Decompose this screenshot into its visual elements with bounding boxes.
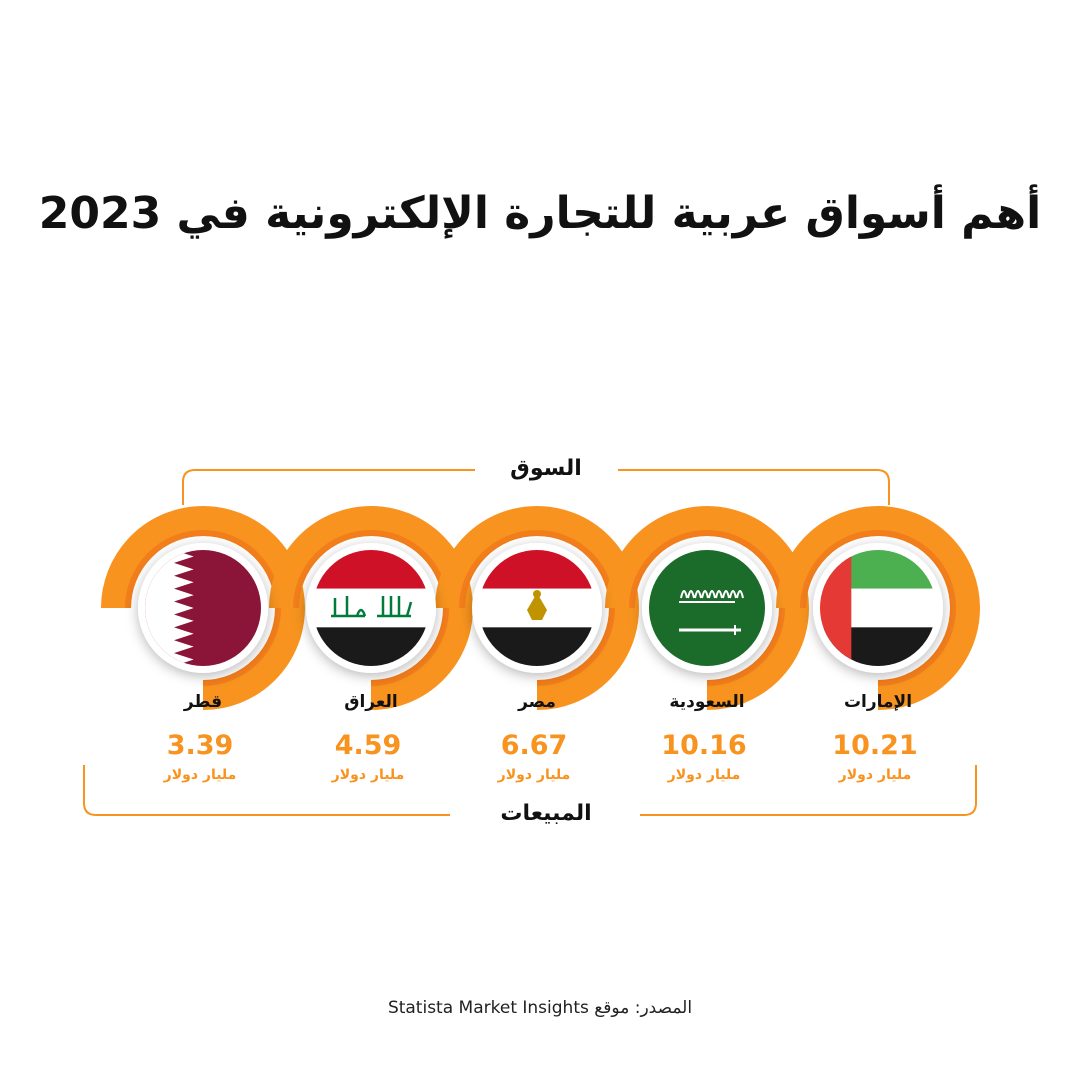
unit-label: مليار دولار	[163, 767, 237, 783]
ring-arc-saudi	[605, 506, 809, 710]
source-note: المصدر: موقع Statista Market Insights	[387, 998, 693, 1018]
qatar-flag	[138, 543, 268, 673]
category-label: السعودية	[669, 692, 744, 712]
ring-arc-egypt	[435, 506, 639, 710]
sales-bracket-right	[640, 765, 977, 816]
category-label: الإمارات	[844, 692, 912, 712]
value-label: 3.39	[167, 730, 234, 761]
unit-label: مليار دولار	[331, 767, 405, 783]
x-axis-label: السوق	[510, 456, 582, 481]
unit-label: مليار دولار	[497, 767, 571, 783]
market-bracket-right	[618, 469, 890, 505]
value-label: 4.59	[335, 730, 402, 761]
unit-label: مليار دولار	[838, 767, 912, 783]
category-label: قطر	[183, 692, 222, 712]
y-axis-label: المبيعات	[500, 801, 591, 826]
category-label: العراق	[344, 692, 397, 712]
iraq-flag	[306, 543, 436, 673]
category-label: مصر	[517, 692, 556, 712]
ring-shade-egypt	[459, 530, 615, 686]
ring-shade-qatar	[125, 530, 281, 686]
value-label: 10.21	[832, 730, 917, 761]
ring-shade-uae	[800, 530, 956, 686]
ring-arc-iraq	[269, 506, 473, 710]
saudi-flag	[642, 543, 772, 673]
value-label: 6.67	[501, 730, 568, 761]
ring-arc-uae	[776, 506, 980, 710]
value-label: 10.16	[661, 730, 746, 761]
unit-label: مليار دولار	[667, 767, 741, 783]
ring-arc-qatar	[101, 506, 305, 710]
ring-shade-iraq	[293, 530, 449, 686]
egypt-flag	[472, 543, 602, 673]
ring-shade-saudi	[629, 530, 785, 686]
sales-bracket-left	[83, 765, 450, 816]
uae-flag	[813, 543, 943, 673]
market-bracket-left	[182, 469, 475, 505]
chart-title: أهم أسواق عربية للتجارة الإلكترونية في 2…	[38, 188, 1042, 239]
